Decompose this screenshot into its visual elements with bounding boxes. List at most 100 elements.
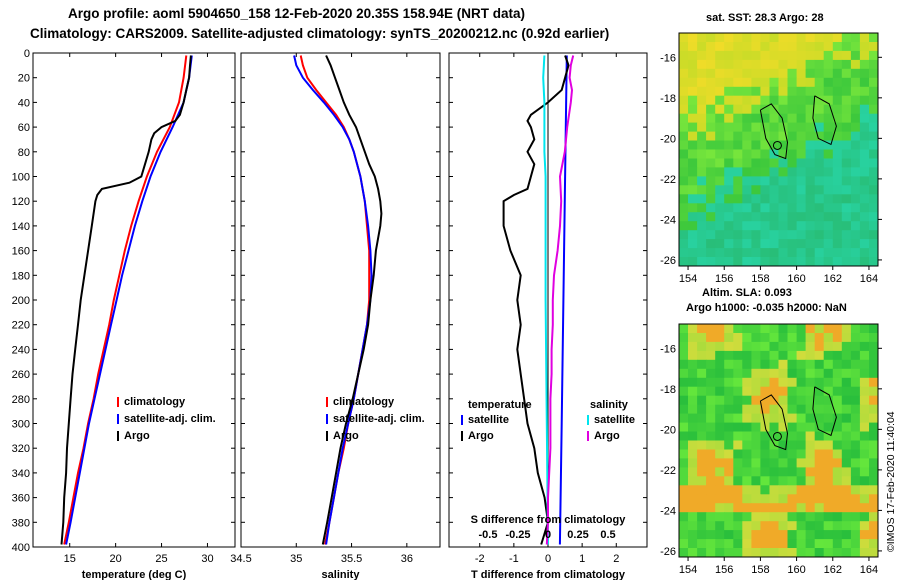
map-cell (869, 176, 879, 186)
map-cell (688, 359, 698, 370)
map-cell (769, 548, 779, 558)
map-cell (841, 212, 852, 222)
map-cell (688, 395, 698, 406)
sla-map-title: Altim. SLA: 0.093 (702, 287, 792, 299)
map-cell (742, 333, 752, 343)
map-cell (751, 485, 761, 495)
map-cell (850, 494, 861, 504)
map-cell (859, 33, 870, 43)
map-cell (733, 185, 743, 195)
map-cell (850, 194, 861, 204)
map-cell (742, 422, 752, 433)
map-cell (850, 359, 861, 370)
map-cell (859, 104, 870, 115)
map-cell (769, 212, 779, 222)
ytick-label: 360 (12, 493, 30, 505)
map-cell (787, 467, 797, 477)
map-cell (760, 68, 770, 79)
map-cell (724, 368, 734, 379)
map-cell (787, 185, 797, 195)
map-cell (751, 68, 761, 79)
map-cell (850, 257, 861, 267)
map-cell (706, 377, 716, 388)
map-cell (796, 50, 807, 61)
map-cell (823, 185, 834, 195)
map-cell (859, 431, 870, 441)
map-cell (841, 368, 852, 379)
map-cell (869, 131, 879, 142)
map-cell (823, 59, 834, 70)
map-cell (706, 548, 716, 558)
map-cell (869, 359, 879, 370)
argo-position-marker (772, 431, 782, 441)
map-cell (688, 440, 698, 450)
map-cell (697, 33, 707, 43)
map-cell (787, 131, 797, 142)
map-cell (742, 341, 752, 352)
map-cell (869, 221, 879, 231)
map-cell (841, 149, 852, 159)
map-cell (715, 176, 725, 186)
map-cell (697, 68, 707, 79)
map-cell (679, 548, 689, 558)
map-cell (869, 203, 879, 213)
map-cell (805, 324, 816, 334)
map-cell (760, 203, 770, 213)
map-cell (715, 431, 725, 441)
map-cell (869, 122, 879, 133)
map-cell (724, 176, 734, 186)
map-cell (688, 404, 698, 415)
map-cell (805, 494, 816, 504)
map-cell (715, 539, 725, 549)
map-cell (751, 431, 761, 441)
map-cell (832, 33, 843, 43)
map-cell (841, 185, 852, 195)
map-cell (859, 212, 870, 222)
map-cell (823, 324, 834, 334)
map-cell (859, 548, 870, 558)
map-cell (778, 230, 788, 240)
legend-title: salinity (590, 399, 629, 411)
map-cell (769, 86, 779, 97)
map-cell (751, 404, 761, 415)
map-cell (859, 521, 870, 531)
map-cell (787, 413, 797, 424)
map-cell (706, 86, 716, 97)
map-cell (769, 221, 779, 231)
map-cell (778, 485, 788, 495)
map-cell (688, 104, 698, 115)
map-cell (679, 212, 689, 222)
map-cell (796, 59, 807, 70)
map-cell (715, 467, 725, 477)
map-xtick-label: 162 (824, 564, 842, 576)
map-cell (697, 122, 707, 133)
map-cell (832, 422, 843, 433)
map-cell (697, 422, 707, 433)
map-cell (823, 212, 834, 222)
legend-label: satellite (594, 414, 635, 426)
map-cell (697, 530, 707, 540)
series-line-s-argo (545, 55, 575, 545)
map-cell (814, 149, 825, 159)
secondary-tick-label: -0.25 (505, 529, 530, 541)
map-cell (841, 221, 852, 231)
map-cell (796, 350, 807, 361)
map-cell (778, 176, 788, 186)
map-cell (841, 503, 852, 513)
xtick-label: 35.5 (341, 553, 362, 565)
map-cell (769, 476, 779, 486)
map-cell (814, 140, 825, 150)
map-cell (778, 86, 788, 97)
map-cell (688, 176, 698, 186)
map-cell (796, 248, 807, 258)
map-cell (760, 449, 770, 459)
map-cell (841, 50, 852, 61)
map-cell (859, 324, 870, 334)
map-cell (679, 539, 689, 549)
map-cell (679, 194, 689, 204)
map-cell (832, 377, 843, 388)
map-cell (688, 113, 698, 124)
map-cell (733, 194, 743, 204)
xtick-label: -1 (509, 553, 519, 565)
map-cell (859, 203, 870, 213)
